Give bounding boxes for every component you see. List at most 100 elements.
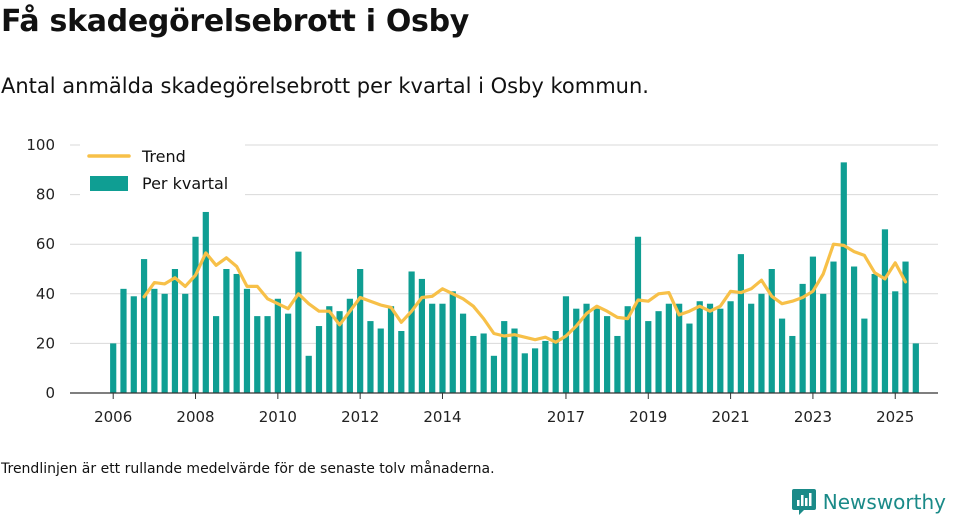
bar [377,328,384,393]
y-tick-label: 40 [36,285,55,303]
y-tick-label: 60 [36,235,55,253]
bar [429,303,436,393]
bar [789,335,796,393]
newsworthy-logo-icon [791,489,816,515]
x-tick-label: 2014 [423,408,461,426]
x-tick-label: 2021 [712,408,750,426]
bar [614,335,621,393]
bar [820,293,827,393]
legend: Trend Per kvartal [80,142,245,200]
chart-title: Få skadegörelsebrott i Osby [1,4,470,39]
bar [778,318,786,393]
y-tick-label: 0 [45,384,55,402]
legend-bar-label: Per kvartal [142,174,228,193]
bar [809,256,817,393]
bar [686,323,693,393]
bar [573,308,580,393]
bar [357,269,364,393]
bar [254,316,261,393]
bar [130,296,137,393]
bar [490,355,498,393]
bar-series [110,162,919,393]
bar [295,251,302,393]
bar [213,316,220,393]
x-tick-label: 2019 [629,408,667,426]
bar [192,236,199,393]
bar [110,343,117,393]
bar [285,313,292,393]
bar [768,269,775,393]
bar [861,318,868,393]
bar [665,303,672,393]
brand: Newsworthy [791,487,946,517]
bar [552,331,559,393]
bar [634,236,642,393]
footnote: Trendlinjen är ett rullande medelvärde f… [1,461,495,477]
bar [346,298,353,393]
bar [531,348,539,393]
bar [850,266,858,393]
bar [501,321,508,393]
bar [717,308,724,393]
bar [151,288,158,393]
bar [480,333,487,393]
bar [418,278,425,393]
bar [521,353,528,393]
chart: 0 20 40 60 80 100 2006 2008 2010 2012 2014 2017 2019… [26,136,938,426]
bar [449,291,456,393]
bar [315,326,323,393]
y-tick-label: 80 [36,186,55,204]
bar [604,316,611,393]
bar [326,306,333,393]
legend-bar-swatch [90,176,128,191]
bar [439,303,446,393]
y-tick-label: 20 [36,334,55,352]
bar [182,293,189,393]
bar [264,316,271,393]
bar [542,340,549,393]
bar [171,269,179,393]
axes: 0 20 40 60 80 100 2006 2008 2010 2012 2014 2017 2019… [26,136,938,426]
x-tick-label: 2012 [341,408,379,426]
bar [645,321,652,393]
x-tick-label: 2008 [176,408,214,426]
bar [727,301,734,393]
bar [274,298,281,393]
bar [367,321,374,393]
bar [387,306,395,393]
bar [830,261,837,393]
bar [593,308,600,393]
bar [562,296,570,393]
trend-line [142,242,908,344]
bar [840,162,847,393]
trend-series [142,242,908,344]
bar [223,269,230,393]
x-tick-label: 2023 [794,408,832,426]
bar [902,261,909,393]
bar [912,343,919,393]
bar [696,301,703,393]
bar [892,291,899,393]
chart-subtitle: Antal anmälda skadegörelsebrott per kvar… [1,74,649,98]
bar [140,259,148,393]
bar [624,306,631,393]
x-tick-label: 2006 [94,408,132,426]
bar [706,303,714,393]
bar [871,273,878,393]
bar [161,293,168,393]
bar [758,293,765,393]
bar [799,283,806,393]
bar [737,254,744,393]
bar [305,355,312,393]
bar [583,303,590,393]
x-tick-label: 2025 [876,408,914,426]
bar [202,211,209,393]
legend-trend-label: Trend [141,147,186,166]
bar [233,273,240,393]
bar [398,331,405,393]
bar [459,313,467,393]
bar [511,328,518,393]
bar [881,229,889,393]
bar [676,303,683,393]
bar [470,335,477,393]
